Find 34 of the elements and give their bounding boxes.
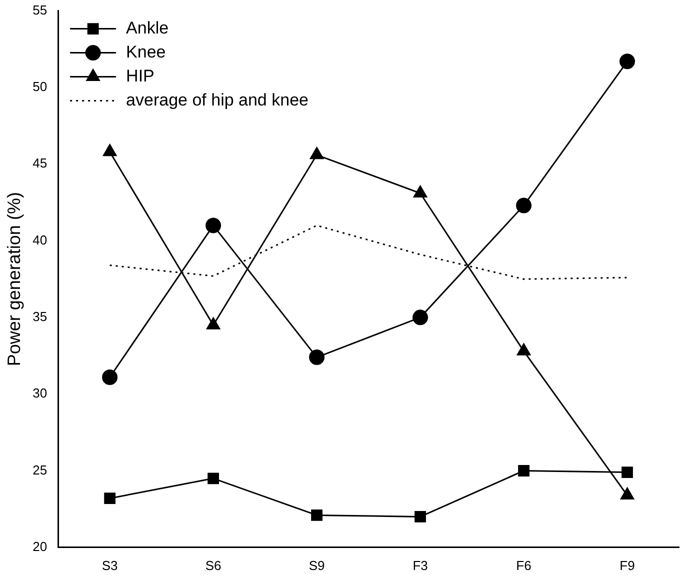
y-tick-label: 45 — [32, 156, 48, 171]
y-tick-label: 25 — [32, 462, 48, 478]
y-tick-label: 55 — [32, 2, 48, 18]
x-tick-label: F3 — [412, 558, 428, 573]
point — [622, 466, 633, 478]
point — [309, 350, 325, 366]
y-tick-label: 50 — [32, 79, 48, 94]
legend-label: Ankle — [126, 18, 169, 38]
point — [412, 310, 428, 326]
x-tick-label: F9 — [620, 558, 635, 573]
x-tick-label: S9 — [308, 558, 325, 573]
point — [208, 472, 219, 484]
y-tick-label: 20 — [32, 538, 48, 554]
point — [102, 144, 117, 156]
point — [206, 218, 222, 234]
legend-label: average of hip and knee — [126, 90, 308, 110]
point — [311, 510, 322, 521]
point — [620, 54, 636, 70]
point — [413, 185, 428, 198]
legend-label: HIP — [126, 66, 154, 86]
x-tick-label: S3 — [102, 558, 118, 573]
y-tick-label: 30 — [32, 386, 48, 401]
y-tick-label: 35 — [32, 309, 48, 324]
point — [102, 369, 118, 385]
point — [310, 147, 324, 160]
point — [104, 492, 116, 504]
point — [414, 511, 426, 522]
x-tick-label: F6 — [516, 558, 532, 573]
point — [518, 465, 530, 476]
y-axis-title: Power generation (%) — [4, 192, 24, 366]
point — [516, 198, 532, 214]
y-tick-label: 40 — [32, 232, 48, 248]
legend-label: Knee — [126, 42, 166, 62]
x-tick-label: S6 — [205, 558, 222, 573]
